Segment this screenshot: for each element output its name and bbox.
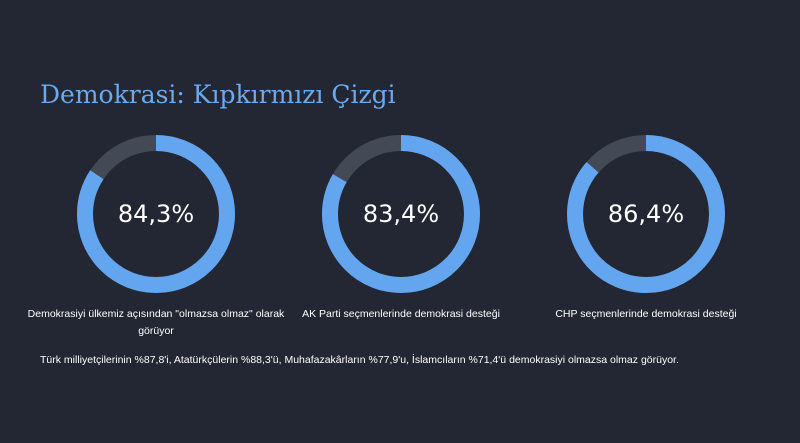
donut-chart-ak-parti: 83,4%: [321, 134, 481, 294]
donut-caption-ak-parti: AK Parti seçmenlerinde demokrasi desteği: [302, 308, 500, 320]
donut-svg: [567, 135, 725, 293]
donut-value-label: 86,4%: [607, 200, 685, 228]
donut-value-arc: [322, 135, 480, 293]
donut-chart-general: 84,3%: [76, 134, 236, 294]
donut-value-arc: [567, 135, 725, 293]
donut-chart-chp: 86,4%: [566, 134, 726, 294]
donut-svg: [77, 135, 235, 293]
donut-value-label: 83,4%: [362, 200, 440, 228]
donut-caption-chp: CHP seçmenlerinde demokrasi desteği: [555, 308, 737, 320]
footnote: Türk milliyetçilerinin %87,8'i, Atatürkç…: [40, 354, 679, 366]
donut-value-label: 84,3%: [117, 200, 195, 228]
donut-svg: [322, 135, 480, 293]
page-title: Demokrasi: Kıpkırmızı Çizgi: [40, 80, 396, 109]
donut-caption-general: Demokrasiyi ülkemiz açısından "olmazsa o…: [27, 308, 285, 337]
donut-value-arc: [77, 135, 235, 293]
